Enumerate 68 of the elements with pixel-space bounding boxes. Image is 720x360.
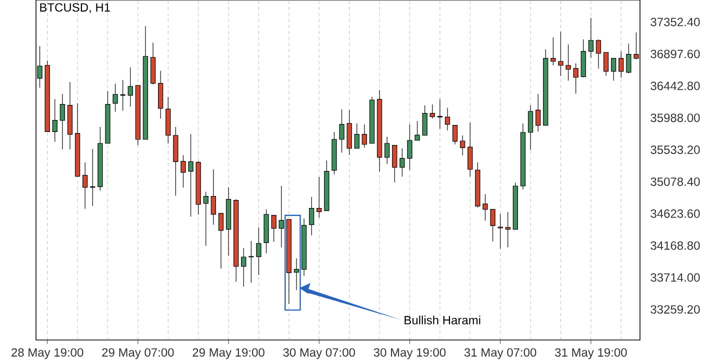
candlestick [618, 51, 624, 78]
candlestick [354, 123, 360, 149]
x-tick-label: 31 May 07:00 [464, 348, 536, 360]
candlestick [498, 214, 503, 250]
y-tick-label: 33259.20 [650, 305, 700, 314]
candlestick [596, 39, 602, 69]
candlestick [384, 136, 390, 164]
candlestick [558, 31, 564, 76]
x-tick-label: 29 May 07:00 [102, 348, 174, 360]
candlestick [271, 215, 276, 242]
candlestick [588, 18, 594, 58]
y-tick-label: 33714.00 [650, 273, 700, 282]
candlestick [248, 240, 254, 283]
candlestick [203, 191, 208, 246]
candlestick [400, 148, 405, 177]
candlestick [82, 162, 88, 209]
candlestick [392, 145, 398, 183]
y-tick-label: 36442.80 [650, 82, 700, 90]
candlestick [128, 67, 133, 107]
candlestick [626, 43, 632, 74]
y-tick-label: 34168.80 [650, 241, 700, 250]
candlestick [294, 258, 300, 290]
annotation: Bullish Harami [404, 316, 480, 324]
y-tick-label: 35988.00 [650, 114, 700, 122]
y-tick-label: 35078.40 [650, 177, 700, 186]
candlestick [573, 63, 578, 94]
x-tick-label: 29 May 19:00 [192, 348, 264, 360]
candlestick [460, 135, 466, 156]
candlestick [550, 37, 556, 66]
candlestick [536, 94, 541, 132]
candlestick [407, 124, 412, 170]
y-tick-label: 37352.40 [650, 18, 700, 26]
x-tick-label: 30 May 07:00 [283, 348, 355, 360]
candlestick [188, 134, 194, 217]
candlestick [414, 120, 420, 141]
candlestick [505, 212, 510, 248]
candlestick [309, 196, 314, 236]
candlestick [180, 154, 186, 188]
candlestick [603, 52, 609, 76]
candlestick [362, 124, 367, 148]
candlestick [256, 227, 262, 276]
candlestick [218, 213, 224, 269]
x-tick-label: 31 May 19:00 [555, 348, 627, 360]
candlestick [241, 248, 246, 288]
candlestick [422, 105, 428, 136]
candlestick [437, 99, 442, 130]
candlestick [566, 44, 571, 81]
y-tick-label: 36897.60 [650, 50, 700, 58]
candlestick [482, 194, 488, 221]
candlestick [430, 104, 435, 119]
candlestick [490, 209, 496, 242]
candlestick [112, 83, 118, 112]
y-tick-label: 34623.60 [650, 209, 700, 218]
x-tick-label: 28 May 19:00 [12, 348, 84, 360]
candlestick [444, 107, 450, 131]
candlestick [60, 94, 65, 150]
candlestick [210, 169, 216, 225]
chart-title: BTCUSD, H1 [40, 3, 110, 14]
candlestick [316, 176, 322, 218]
y-tick-label: 35533.20 [650, 146, 700, 154]
candlestick [278, 186, 284, 248]
candlestick [468, 122, 473, 177]
candlestick [452, 125, 458, 145]
x-tick-label: 30 May 19:00 [374, 348, 446, 360]
candlestick [611, 58, 616, 81]
candlestick [528, 105, 534, 150]
candlestick [52, 98, 58, 142]
candlestick [339, 109, 344, 153]
